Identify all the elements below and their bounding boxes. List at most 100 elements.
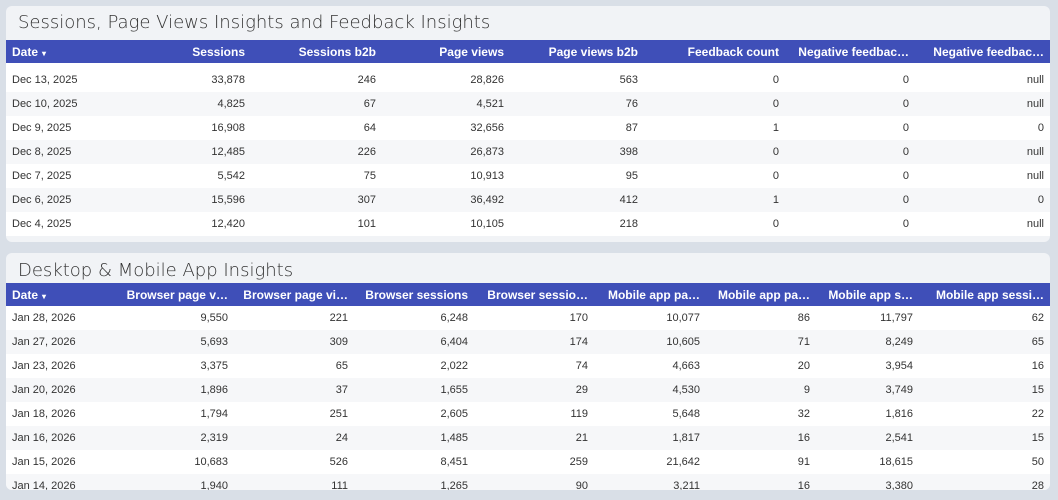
value-cell: 21 (474, 426, 594, 450)
column-header[interactable]: Negative feedbac… (915, 40, 1050, 63)
value-cell: 71 (706, 330, 816, 354)
value-cell: 218 (510, 212, 644, 236)
value-cell: 8,249 (816, 330, 919, 354)
table-row: Dec 10, 2025 4,825 67 4,521 76 0 0 null (6, 92, 1050, 116)
value-cell: 3,375 (116, 354, 234, 378)
value-cell: 10,913 (382, 164, 510, 188)
column-header-label: Date (12, 44, 39, 59)
value-cell: 526 (234, 450, 354, 474)
value-cell: 64 (251, 116, 382, 140)
value-cell: 10,077 (594, 306, 706, 330)
value-cell: null (915, 68, 1050, 92)
column-header[interactable]: Mobile app sessi… (919, 283, 1050, 306)
table-row: Jan 18, 2026 1,794 251 2,605 119 5,648 32 1,816… (6, 402, 1050, 426)
value-cell: 28,826 (382, 68, 510, 92)
value-cell: 1,817 (594, 426, 706, 450)
value-cell: 11,797 (816, 306, 919, 330)
value-cell: 412 (510, 188, 644, 212)
value-cell: 32 (706, 402, 816, 426)
value-cell: 1,816 (816, 402, 919, 426)
value-cell: 62 (919, 306, 1050, 330)
value-cell: 33,878 (156, 68, 251, 92)
value-cell: 67 (251, 92, 382, 116)
column-header[interactable]: Sessions b2b (251, 40, 382, 63)
value-cell: 16 (919, 354, 1050, 378)
column-header-label: Mobile app pa… (607, 287, 700, 302)
column-header-label: Browser sessions (365, 287, 468, 302)
value-cell: 36,492 (382, 188, 510, 212)
value-cell: null (915, 212, 1050, 236)
value-cell: 119 (474, 402, 594, 426)
table-row: Jan 15, 2026 10,683 526 8,451 259 21,642 91 18,… (6, 450, 1050, 474)
value-cell: 0 (785, 164, 915, 188)
column-header-label: Negative feedbac… (798, 44, 909, 59)
value-cell: 0 (915, 188, 1050, 212)
date-cell: Jan 15, 2026 (6, 450, 116, 474)
column-header[interactable]: Feedback count (644, 40, 785, 63)
value-cell: 6,404 (354, 330, 474, 354)
column-header-label: Sessions b2b (298, 44, 376, 59)
sort-desc-icon[interactable]: ▾ (42, 48, 47, 58)
value-cell: 0 (785, 92, 915, 116)
value-cell: 16 (706, 474, 816, 490)
column-header-date[interactable]: Date ▾ (6, 283, 116, 306)
date-cell: Jan 27, 2026 (6, 330, 116, 354)
value-cell: 0 (644, 92, 785, 116)
value-cell: 170 (474, 306, 594, 330)
column-header[interactable]: Mobile app pa… (594, 283, 706, 306)
value-cell: 29 (474, 378, 594, 402)
value-cell: 20 (706, 354, 816, 378)
value-cell: 259 (474, 450, 594, 474)
date-cell: Jan 28, 2026 (6, 306, 116, 330)
column-header[interactable]: Page views (382, 40, 510, 63)
column-header[interactable]: Negative feedbac… (785, 40, 915, 63)
value-cell: 76 (510, 92, 644, 116)
value-cell: 16,908 (156, 116, 251, 140)
date-cell: Jan 18, 2026 (6, 402, 116, 426)
column-header[interactable]: Browser sessio… (474, 283, 594, 306)
value-cell: 10,605 (594, 330, 706, 354)
value-cell: 8,451 (354, 450, 474, 474)
value-cell: 75 (251, 164, 382, 188)
column-header[interactable]: Mobile app pa… (706, 283, 816, 306)
column-header-date[interactable]: Date ▾ (6, 40, 156, 63)
column-header[interactable]: Browser sessions (354, 283, 474, 306)
sort-desc-icon[interactable]: ▾ (42, 291, 47, 301)
column-header-label: Browser page v… (126, 287, 228, 302)
value-cell: 2,022 (354, 354, 474, 378)
table-row: Jan 28, 2026 9,550 221 6,248 170 10,077 86 11,7… (6, 306, 1050, 330)
value-cell: 2,541 (816, 426, 919, 450)
value-cell: 0 (785, 140, 915, 164)
column-header[interactable]: Mobile app s… (816, 283, 919, 306)
value-cell: 21,642 (594, 450, 706, 474)
value-cell: 12,420 (156, 212, 251, 236)
value-cell: null (915, 92, 1050, 116)
column-header[interactable]: Page views b2b (510, 40, 644, 63)
value-cell: 10,683 (116, 450, 234, 474)
value-cell: 563 (510, 68, 644, 92)
value-cell: 9,550 (116, 306, 234, 330)
value-cell: 1,655 (354, 378, 474, 402)
value-cell: 0 (915, 116, 1050, 140)
table-row: Dec 7, 2025 5,542 75 10,913 95 0 0 null (6, 164, 1050, 188)
column-header[interactable]: Browser page vi… (234, 283, 354, 306)
date-cell: Jan 23, 2026 (6, 354, 116, 378)
column-header-label: Browser sessio… (487, 287, 588, 302)
value-cell: 5,542 (156, 164, 251, 188)
value-cell: 0 (785, 212, 915, 236)
value-cell: 65 (919, 330, 1050, 354)
table-row: Dec 9, 2025 16,908 64 32,656 87 1 0 0 (6, 116, 1050, 140)
value-cell: 2,319 (116, 426, 234, 450)
value-cell: 226 (251, 140, 382, 164)
column-header-label: Mobile app pa… (717, 287, 810, 302)
value-cell: 90 (474, 474, 594, 490)
value-cell: 5,693 (116, 330, 234, 354)
column-header-label: Negative feedbac… (933, 44, 1044, 59)
column-header[interactable]: Sessions (156, 40, 251, 63)
value-cell: 6,248 (354, 306, 474, 330)
date-cell: Dec 8, 2025 (6, 140, 156, 164)
value-cell: 0 (785, 116, 915, 140)
column-header[interactable]: Browser page v… (116, 283, 234, 306)
column-header-label: Page views b2b (548, 44, 638, 59)
value-cell: 24 (234, 426, 354, 450)
